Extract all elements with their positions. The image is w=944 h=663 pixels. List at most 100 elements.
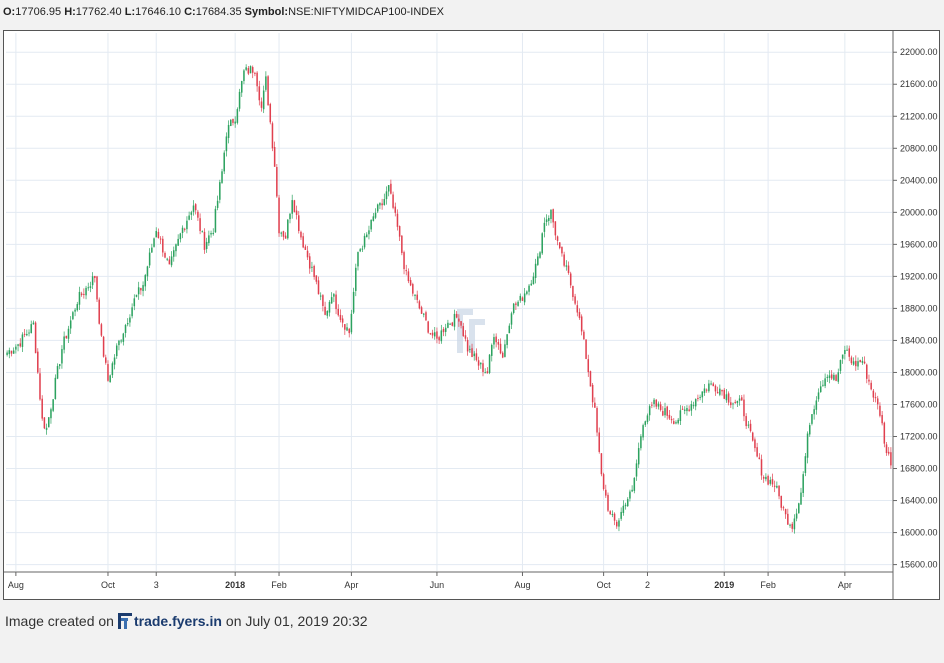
candle[interactable] <box>804 456 807 473</box>
candle[interactable] <box>227 124 230 138</box>
candle[interactable] <box>61 349 63 364</box>
fyers-brand-link[interactable]: trade.fyers.in <box>117 613 222 629</box>
candle[interactable] <box>543 222 546 232</box>
candle[interactable] <box>186 220 188 230</box>
candle[interactable] <box>177 238 179 246</box>
candle[interactable] <box>501 352 504 358</box>
candle[interactable] <box>616 521 618 527</box>
candle[interactable] <box>857 361 859 367</box>
candle[interactable] <box>357 252 359 267</box>
candle[interactable] <box>153 238 155 247</box>
candle[interactable] <box>870 382 872 390</box>
candle[interactable] <box>532 276 535 285</box>
candle[interactable] <box>791 523 793 529</box>
candle[interactable] <box>236 109 239 123</box>
candle[interactable] <box>519 295 522 301</box>
candle[interactable] <box>330 297 333 304</box>
candle[interactable] <box>243 70 245 82</box>
candle[interactable] <box>58 364 61 367</box>
candle[interactable] <box>350 313 353 333</box>
candle[interactable] <box>607 494 609 511</box>
candle[interactable] <box>835 375 837 381</box>
candle[interactable] <box>837 372 840 382</box>
candle[interactable] <box>175 244 177 252</box>
candle[interactable] <box>135 294 138 297</box>
candle[interactable] <box>482 363 484 373</box>
candle[interactable] <box>659 404 662 410</box>
candle[interactable] <box>846 349 848 351</box>
candle[interactable] <box>541 233 543 254</box>
candle[interactable] <box>205 241 208 250</box>
candle[interactable] <box>552 209 554 223</box>
candle[interactable] <box>673 421 675 424</box>
candle[interactable] <box>282 231 285 237</box>
candle[interactable] <box>475 353 478 361</box>
candle[interactable] <box>12 350 15 354</box>
candle[interactable] <box>697 397 699 399</box>
candle[interactable] <box>30 324 32 334</box>
candle[interactable] <box>54 377 57 400</box>
candle[interactable] <box>251 67 254 73</box>
candle[interactable] <box>677 419 679 424</box>
candle[interactable] <box>572 286 574 298</box>
candle[interactable] <box>190 212 193 215</box>
candle[interactable] <box>10 350 13 354</box>
candle[interactable] <box>381 203 383 206</box>
candle[interactable] <box>622 505 625 514</box>
candle[interactable] <box>289 213 291 220</box>
candle[interactable] <box>855 360 857 367</box>
candle[interactable] <box>100 324 103 336</box>
candle[interactable] <box>558 242 561 249</box>
candle[interactable] <box>486 371 489 374</box>
candle[interactable] <box>69 320 72 329</box>
candle[interactable] <box>414 294 416 296</box>
candle[interactable] <box>635 463 638 477</box>
candle[interactable] <box>802 474 804 494</box>
candle[interactable] <box>407 271 410 282</box>
candle[interactable] <box>6 352 8 355</box>
candle[interactable] <box>756 447 758 457</box>
candle[interactable] <box>21 334 24 347</box>
candle[interactable] <box>363 235 366 248</box>
candle[interactable] <box>512 303 515 314</box>
candle[interactable] <box>548 218 550 221</box>
candle[interactable] <box>699 396 701 398</box>
candle[interactable] <box>365 234 368 238</box>
candle[interactable] <box>651 404 653 406</box>
candle[interactable] <box>335 294 337 310</box>
candle[interactable] <box>247 68 250 74</box>
candle[interactable] <box>773 485 776 487</box>
candle[interactable] <box>183 228 186 230</box>
candle[interactable] <box>850 357 853 364</box>
candle[interactable] <box>284 235 287 239</box>
candle[interactable] <box>769 479 772 484</box>
candle[interactable] <box>344 324 346 330</box>
candle[interactable] <box>355 267 357 291</box>
candle[interactable] <box>181 227 184 233</box>
candle[interactable] <box>826 376 829 378</box>
candle[interactable] <box>372 216 375 221</box>
candle[interactable] <box>690 404 693 411</box>
candle[interactable] <box>510 313 513 325</box>
candle[interactable] <box>868 379 870 382</box>
candle[interactable] <box>493 337 495 345</box>
candle[interactable] <box>859 360 861 363</box>
candle[interactable] <box>52 399 54 411</box>
candle[interactable] <box>679 410 682 422</box>
candle[interactable] <box>480 362 482 365</box>
candle[interactable] <box>736 400 739 404</box>
candle[interactable] <box>574 296 576 304</box>
candle[interactable] <box>666 406 668 416</box>
candle[interactable] <box>703 388 706 393</box>
candle[interactable] <box>67 328 70 339</box>
candle[interactable] <box>210 233 212 235</box>
candle[interactable] <box>550 209 552 219</box>
candle[interactable] <box>164 252 166 258</box>
candle[interactable] <box>387 185 390 192</box>
candle[interactable] <box>39 373 41 400</box>
candle[interactable] <box>326 311 329 316</box>
candle[interactable] <box>197 211 199 218</box>
candle[interactable] <box>91 276 94 286</box>
candle[interactable] <box>749 423 752 431</box>
candle[interactable] <box>416 294 418 300</box>
